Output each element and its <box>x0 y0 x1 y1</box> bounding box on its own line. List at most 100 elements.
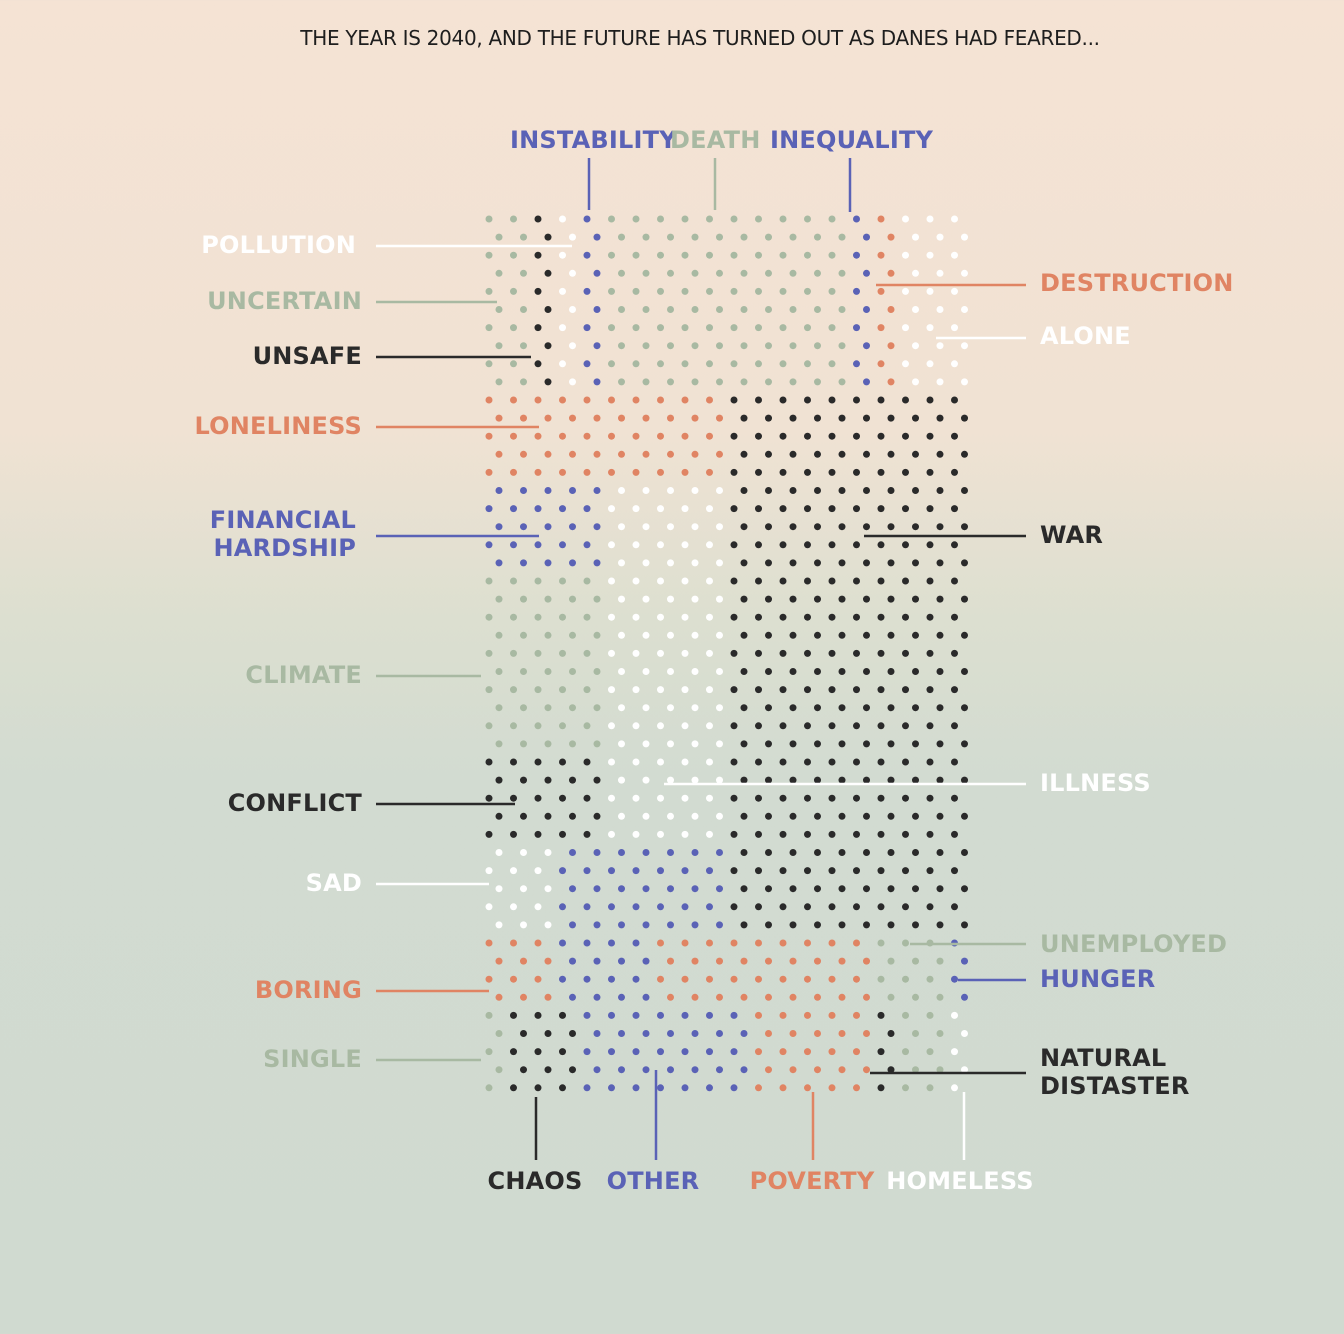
dot-other <box>642 1066 650 1074</box>
label-loneliness: LONELINESS <box>194 412 362 440</box>
dot-climate <box>485 649 493 657</box>
dot-other <box>740 1030 748 1037</box>
dot-war <box>804 830 811 838</box>
dot-unemployed <box>877 939 885 947</box>
dot-poverty <box>789 1030 797 1037</box>
dot-alone <box>926 215 934 223</box>
label-unsafe: UNSAFE <box>253 342 362 370</box>
dot-war <box>912 523 919 531</box>
dot-conflict <box>534 794 542 802</box>
dot-death <box>632 360 640 368</box>
dot-illness <box>667 776 674 784</box>
dot-climate <box>544 595 552 603</box>
dot-conflict <box>559 830 566 838</box>
dot-poverty <box>657 939 664 947</box>
dot-loneliness <box>534 396 542 404</box>
dot-poverty <box>779 1048 787 1056</box>
dot-destruction <box>877 215 885 223</box>
dot-war <box>863 631 870 639</box>
dot-chaos <box>569 1030 576 1037</box>
dot-financial-hardship <box>520 559 527 567</box>
dot-war <box>961 414 968 422</box>
dot-death <box>608 287 615 295</box>
dot-poverty <box>755 1048 762 1056</box>
dot-unemployed <box>887 957 895 965</box>
dot-illness <box>667 595 674 603</box>
dot-unsafe <box>534 324 542 332</box>
dot-poverty <box>828 1048 836 1056</box>
dot-war <box>804 758 811 766</box>
dot-loneliness <box>485 468 493 476</box>
chart-title: THE YEAR IS 2040, AND THE FUTURE HAS TUR… <box>300 26 1100 50</box>
dot-death <box>681 324 689 332</box>
dot-other <box>593 1066 601 1074</box>
dot-illness <box>706 794 713 802</box>
dot-war <box>887 921 895 929</box>
dot-war <box>951 613 958 621</box>
dot-death <box>828 287 836 295</box>
dot-death <box>667 342 674 350</box>
dot-death <box>618 342 625 350</box>
dot-illness <box>632 794 640 802</box>
dot-war <box>789 812 797 820</box>
dot-financial-hardship <box>485 505 493 513</box>
dot-war <box>828 830 836 838</box>
dot-war <box>838 631 846 639</box>
dot-war <box>887 812 895 820</box>
dot-financial-hardship <box>534 541 542 549</box>
dot-death <box>730 324 738 332</box>
dot-death <box>681 251 689 259</box>
dot-war <box>926 830 934 838</box>
dot-other <box>681 1048 689 1056</box>
dot-war <box>828 396 836 404</box>
dot-war <box>838 668 846 675</box>
dot-other <box>583 939 591 947</box>
dot-climate <box>510 613 517 621</box>
dot-illness <box>681 541 689 549</box>
dot-climate <box>510 649 517 657</box>
dot-death <box>691 306 699 313</box>
dot-boring <box>485 939 493 947</box>
dot-destruction <box>877 287 885 295</box>
dot-poverty <box>828 1011 836 1019</box>
dot-climate <box>495 668 503 675</box>
dot-illness <box>681 686 689 694</box>
dot-war <box>779 541 787 549</box>
dot-war <box>936 776 944 784</box>
dot-boring <box>544 993 552 1001</box>
dot-death <box>779 324 787 332</box>
dot-war <box>730 396 738 404</box>
dot-other <box>569 921 576 929</box>
dot-war <box>877 794 885 802</box>
dot-loneliness <box>495 414 503 422</box>
dot-inequality <box>863 342 870 350</box>
dot-war <box>765 740 772 748</box>
dot-poverty <box>730 975 738 983</box>
dot-conflict <box>544 812 552 820</box>
dot-death <box>632 287 640 295</box>
dot-war <box>740 414 748 422</box>
dot-illness <box>657 794 664 802</box>
dot-war <box>961 523 968 531</box>
dot-war <box>853 432 860 440</box>
dot-climate <box>495 595 503 603</box>
dot-other <box>667 921 674 929</box>
dot-war <box>838 740 846 748</box>
dot-climate <box>520 704 527 712</box>
dot-loneliness <box>608 468 615 476</box>
dot-climate <box>510 577 517 585</box>
dot-illness <box>706 830 713 838</box>
dot-death <box>804 251 811 259</box>
dot-financial-hardship <box>583 505 591 513</box>
dot-war <box>853 758 860 766</box>
dot-death <box>740 233 748 241</box>
dot-loneliness <box>569 414 576 422</box>
dot-death <box>765 378 772 386</box>
dot-war <box>902 577 909 585</box>
dot-poverty <box>853 1011 860 1019</box>
dot-war <box>779 686 787 694</box>
dot-war <box>912 631 919 639</box>
dot-war <box>951 758 958 766</box>
dot-war <box>926 396 934 404</box>
dot-war <box>730 758 738 766</box>
